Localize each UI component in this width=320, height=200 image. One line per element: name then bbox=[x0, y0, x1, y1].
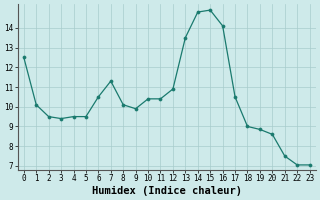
X-axis label: Humidex (Indice chaleur): Humidex (Indice chaleur) bbox=[92, 186, 242, 196]
